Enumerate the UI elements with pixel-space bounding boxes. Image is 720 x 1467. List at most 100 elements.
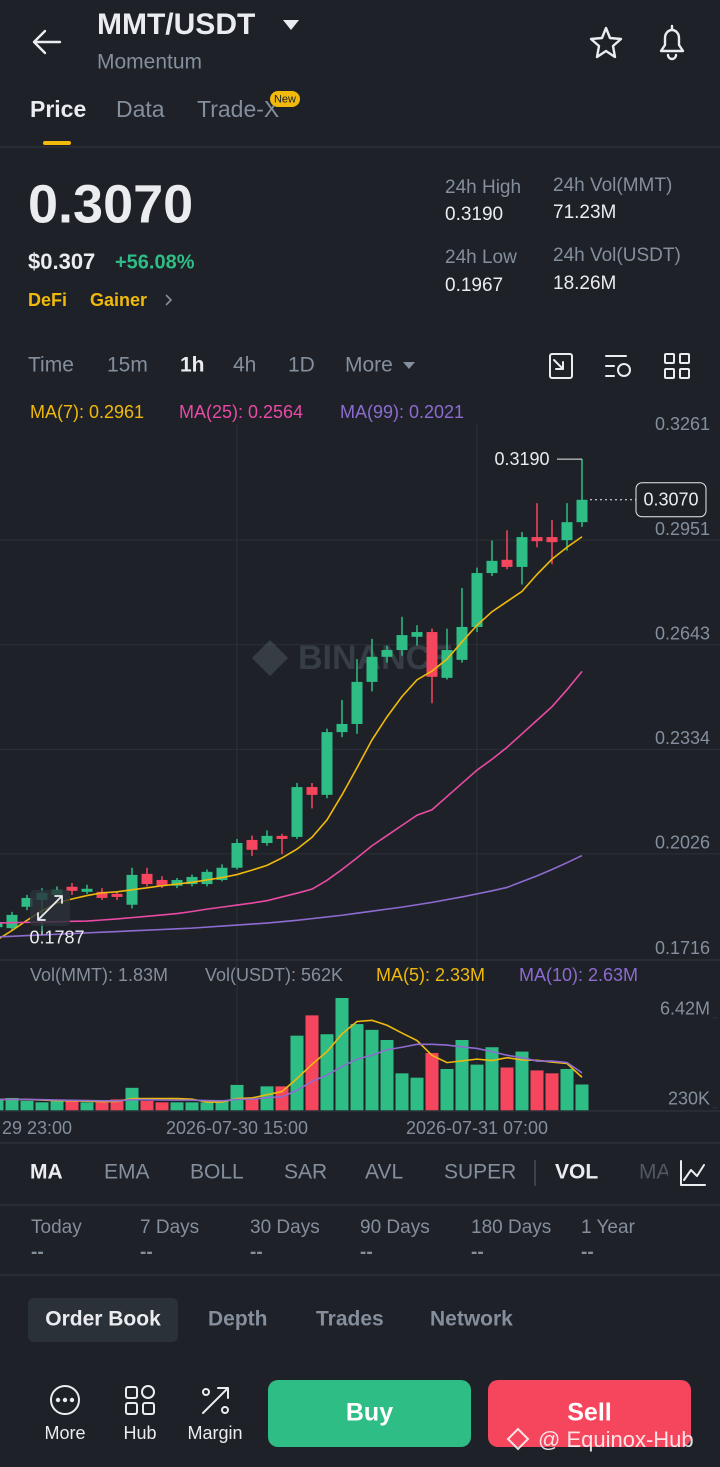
favorite-icon[interactable]: [589, 26, 623, 59]
volume-bar: [140, 1100, 154, 1111]
volume-bar: [50, 1100, 64, 1111]
indicator[interactable]: AVL: [365, 1161, 403, 1184]
y-tick-label: 0.2334: [655, 728, 710, 748]
indicator[interactable]: BOLL: [190, 1161, 244, 1184]
candle-body: [441, 650, 453, 678]
interval[interactable]: 4h: [233, 354, 256, 377]
volume-legend: MA(10): 2.63M: [519, 965, 638, 985]
tab[interactable]: Price: [30, 96, 86, 122]
buy-label[interactable]: Buy: [346, 1399, 393, 1427]
book-tab[interactable]: Depth: [208, 1308, 268, 1331]
last-price: 0.3070: [28, 174, 193, 234]
indicator-settings-icon[interactable]: [680, 1160, 706, 1186]
x-tick-label: 2026-07-30 15:00: [166, 1118, 308, 1138]
nav-label[interactable]: More: [44, 1423, 85, 1443]
volume-bar: [305, 1015, 319, 1111]
usd-price: $0.307: [28, 249, 95, 274]
volume-bar: [575, 1084, 589, 1111]
interval[interactable]: 1h: [180, 354, 205, 377]
volume-bar: [110, 1099, 124, 1111]
volume-bar: [455, 1040, 469, 1111]
volume-bar: [335, 998, 349, 1111]
x-tick-label: 29 23:00: [2, 1118, 72, 1138]
tag[interactable]: DeFi: [28, 290, 67, 310]
candle-body: [576, 499, 588, 523]
period-label: Today: [31, 1217, 82, 1238]
low-label: 0.1787: [29, 928, 84, 948]
sell-button[interactable]: [488, 1380, 691, 1447]
interval[interactable]: More: [345, 354, 393, 377]
indicator[interactable]: SUPER: [444, 1161, 516, 1184]
period-value: --: [250, 1242, 263, 1263]
volume-bar: [215, 1100, 229, 1111]
interval[interactable]: Time: [28, 354, 74, 377]
indicator[interactable]: SAR: [284, 1161, 327, 1184]
candle-body: [261, 835, 273, 844]
stat-value: 71.23M: [553, 202, 616, 223]
tab[interactable]: Trade-X: [197, 96, 279, 122]
pair-title[interactable]: MMT/USDT: [97, 8, 255, 41]
interval-caret: [403, 362, 415, 369]
book-tab[interactable]: Network: [430, 1308, 513, 1331]
back-button[interactable]: [32, 29, 62, 55]
alert-icon[interactable]: [659, 24, 685, 61]
y-tick-label: 0.3261: [655, 414, 710, 434]
new-badge-bg: [270, 91, 300, 107]
period-label: 30 Days: [250, 1217, 320, 1238]
volume-legend: MA(5): 2.33M: [376, 965, 485, 985]
watermark-text: @ Equinox-Hub: [538, 1427, 694, 1452]
performance: Today -- 7 Days -- 30 Days -- 90 Days -- 180 Day…: [31, 1217, 636, 1263]
indicator[interactable]: EMA: [104, 1161, 150, 1184]
tag[interactable]: Gainer: [90, 290, 147, 310]
stat-value: 0.1967: [445, 275, 503, 296]
period-label: 90 Days: [360, 1217, 430, 1238]
volume-bar: [65, 1100, 79, 1111]
book-tab[interactable]: Trades: [316, 1308, 384, 1331]
period-label: 7 Days: [140, 1217, 199, 1238]
period-value: --: [360, 1242, 373, 1263]
candle-body: [366, 656, 378, 682]
indicator[interactable]: VOL: [555, 1161, 598, 1184]
expand-icon[interactable]: [30, 890, 70, 926]
chart-tool-icon[interactable]: [664, 353, 690, 379]
volume-bar: [275, 1086, 289, 1111]
candle-body: [171, 879, 183, 886]
volume-bar: [80, 1102, 94, 1111]
candle-body: [516, 537, 528, 567]
book-tab[interactable]: Order Book: [45, 1308, 161, 1331]
volume-bar: [425, 1053, 439, 1111]
volume-bar: [245, 1099, 259, 1111]
candle-body: [456, 626, 468, 660]
y-tick-label: 0.2643: [655, 623, 710, 643]
volume-bar: [500, 1067, 514, 1111]
candle-body: [501, 559, 513, 567]
candle-body: [6, 914, 18, 929]
nav-icon[interactable]: [125, 1385, 155, 1415]
volume-legend: Vol(USDT): 562K: [205, 965, 343, 985]
buy-button[interactable]: [268, 1380, 471, 1447]
interval[interactable]: 1D: [288, 354, 315, 377]
volume-bar: [350, 1024, 364, 1111]
nav-icon[interactable]: [202, 1387, 229, 1414]
candle-body: [216, 867, 228, 880]
volume-bar: [155, 1102, 169, 1111]
legend-entry: MA(25): 0.2564: [179, 402, 303, 422]
chart-tool-icon[interactable]: [549, 353, 573, 379]
nav-label[interactable]: Margin: [187, 1423, 242, 1443]
nav-label[interactable]: Hub: [123, 1423, 156, 1443]
interval[interactable]: 15m: [107, 354, 148, 377]
pair-caret[interactable]: [283, 20, 299, 30]
sell-label[interactable]: Sell: [567, 1399, 611, 1427]
volume-bar: [545, 1073, 559, 1111]
period-label: 1 Year: [581, 1217, 636, 1238]
candle-body: [246, 839, 258, 850]
indicator[interactable]: MA: [639, 1161, 671, 1184]
candle-body: [546, 537, 558, 543]
volume-bar: [200, 1102, 214, 1111]
nav-icon[interactable]: [50, 1385, 80, 1415]
indicator[interactable]: MA: [30, 1161, 63, 1184]
chart-tool-icon[interactable]: [605, 355, 631, 377]
y-tick-label: 230K: [668, 1088, 710, 1108]
candle-body: [561, 522, 573, 541]
tab[interactable]: Data: [116, 96, 165, 122]
